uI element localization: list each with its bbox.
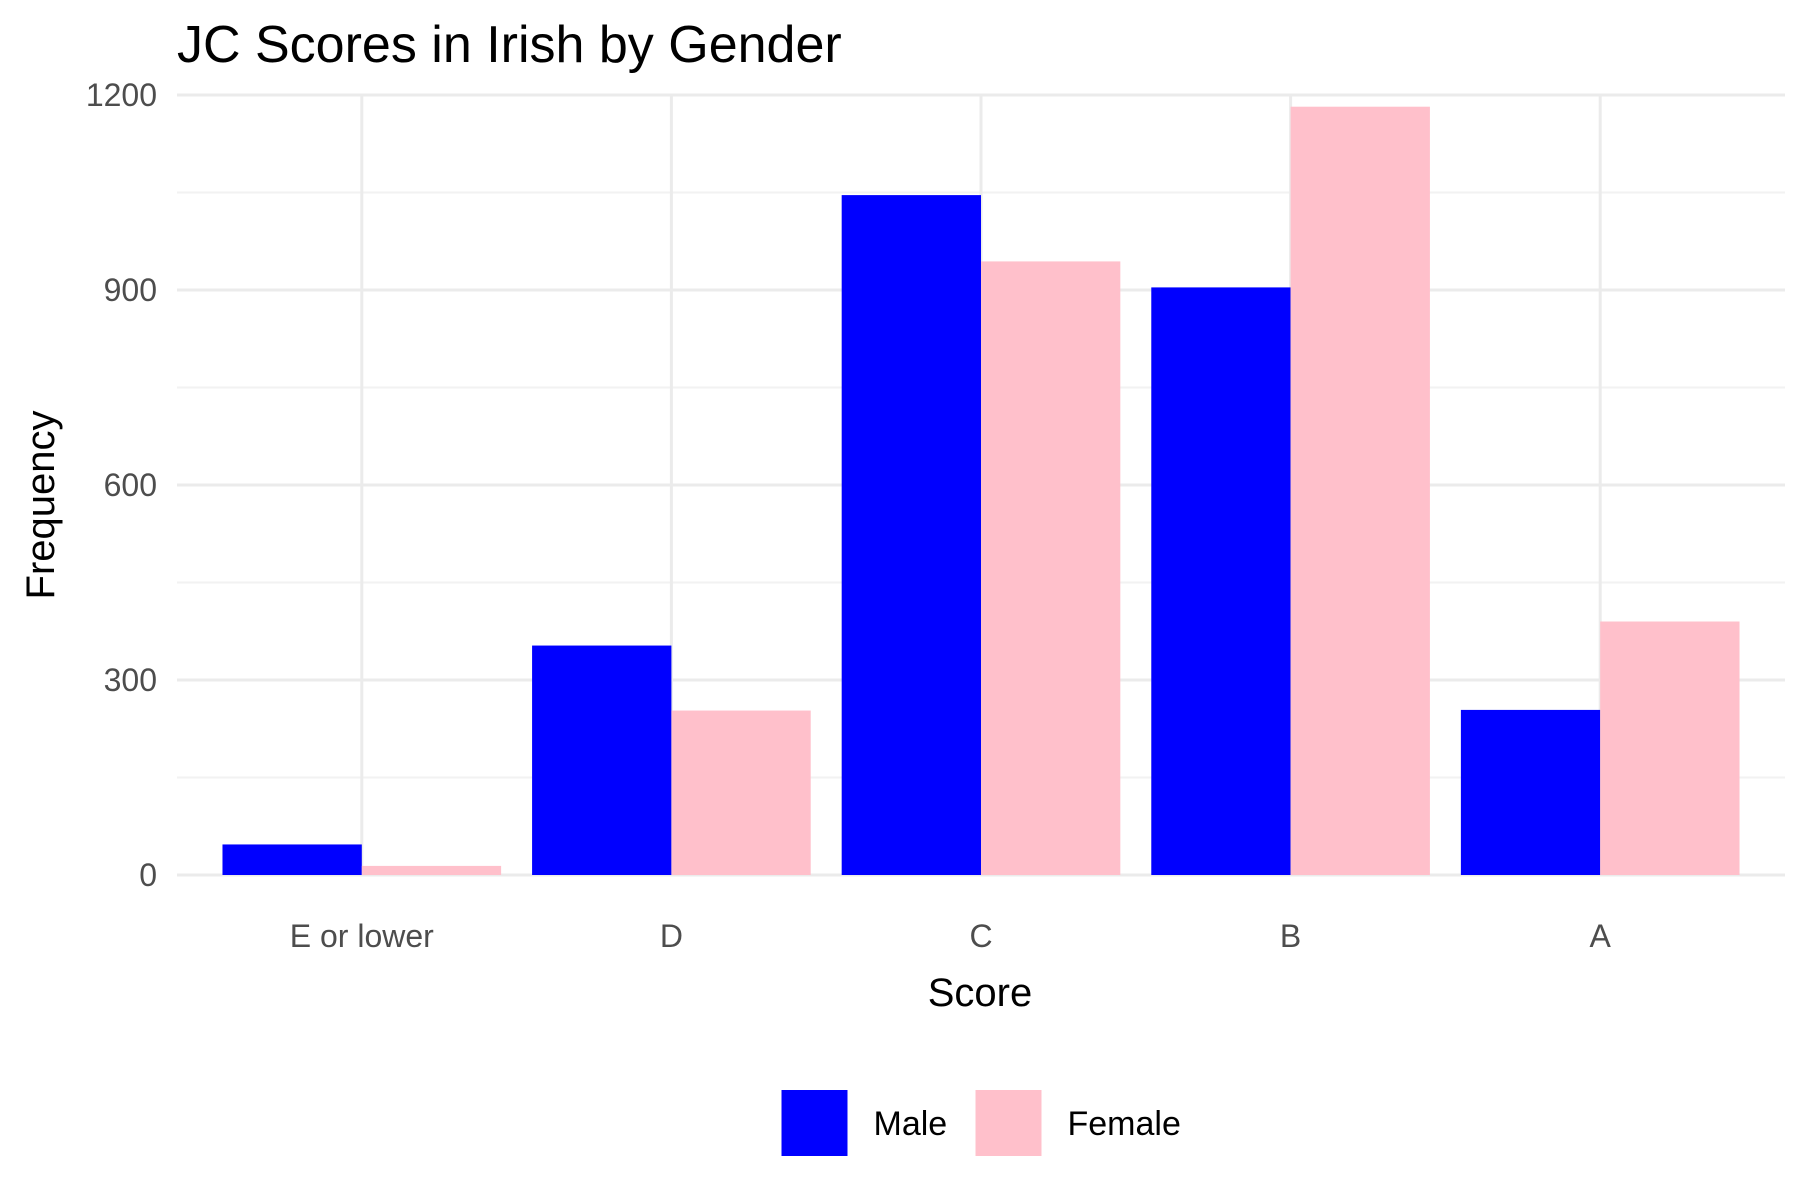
y-tick-label: 600 xyxy=(104,467,157,503)
legend-key-male xyxy=(781,1090,848,1156)
bar-male-0 xyxy=(222,844,362,875)
legend-key-female xyxy=(975,1090,1042,1156)
chart-title: JC Scores in Irish by Gender xyxy=(177,16,842,74)
y-axis-ticks: 0 300 600 900 1200 xyxy=(86,77,157,893)
y-tick-label: 1200 xyxy=(86,77,157,113)
x-tick-label: A xyxy=(1590,918,1612,954)
legend: Male Female xyxy=(781,1090,1181,1156)
bars-layer xyxy=(222,106,1740,876)
bar-male-3 xyxy=(1151,287,1291,875)
y-tick-label: 900 xyxy=(104,272,157,308)
y-tick-label: 300 xyxy=(104,662,157,698)
bar-female-3 xyxy=(1290,106,1430,875)
bar-female-2 xyxy=(981,261,1121,875)
bar-male-2 xyxy=(841,195,981,876)
bar-male-1 xyxy=(532,645,672,875)
x-tick-label: D xyxy=(660,918,683,954)
x-axis-title: Score xyxy=(928,971,1033,1015)
bar-female-4 xyxy=(1600,621,1740,875)
legend-label-male: Male xyxy=(874,1105,948,1143)
x-tick-label: C xyxy=(969,918,992,954)
legend-label-female: Female xyxy=(1068,1105,1181,1143)
bar-female-1 xyxy=(671,710,811,875)
y-tick-label: 0 xyxy=(139,857,157,893)
y-axis-title: Frequency xyxy=(19,411,63,600)
bar-male-4 xyxy=(1460,709,1601,875)
x-tick-label: E or lower xyxy=(290,918,434,954)
x-tick-label: B xyxy=(1280,918,1301,954)
x-axis-ticks: E or lower D C B A xyxy=(290,918,1612,954)
bar-female-0 xyxy=(361,865,502,875)
